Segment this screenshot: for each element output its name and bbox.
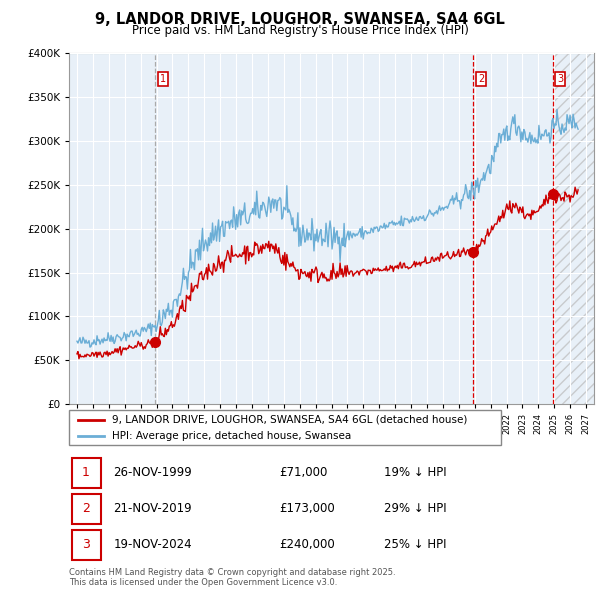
Text: £71,000: £71,000	[279, 466, 328, 479]
Bar	[553, 53, 594, 404]
FancyBboxPatch shape	[69, 410, 501, 445]
Text: HPI: Average price, detached house, Swansea: HPI: Average price, detached house, Swan…	[112, 431, 352, 441]
Text: Price paid vs. HM Land Registry's House Price Index (HPI): Price paid vs. HM Land Registry's House …	[131, 24, 469, 37]
Text: £173,000: £173,000	[279, 502, 335, 516]
Text: 19-NOV-2024: 19-NOV-2024	[113, 539, 192, 552]
Text: £240,000: £240,000	[279, 539, 335, 552]
Text: 2: 2	[478, 74, 484, 84]
Text: 3: 3	[82, 539, 90, 552]
Text: 9, LANDOR DRIVE, LOUGHOR, SWANSEA, SA4 6GL (detached house): 9, LANDOR DRIVE, LOUGHOR, SWANSEA, SA4 6…	[112, 415, 467, 425]
Text: 26-NOV-1999: 26-NOV-1999	[113, 466, 193, 479]
Text: 19% ↓ HPI: 19% ↓ HPI	[384, 466, 446, 479]
FancyBboxPatch shape	[71, 530, 101, 560]
Text: 25% ↓ HPI: 25% ↓ HPI	[384, 539, 446, 552]
FancyBboxPatch shape	[71, 494, 101, 523]
Bar	[553, 53, 594, 404]
Text: 3: 3	[557, 74, 563, 84]
Text: 1: 1	[82, 466, 90, 479]
Text: 9, LANDOR DRIVE, LOUGHOR, SWANSEA, SA4 6GL: 9, LANDOR DRIVE, LOUGHOR, SWANSEA, SA4 6…	[95, 12, 505, 27]
Text: 2: 2	[82, 502, 90, 516]
Text: 1: 1	[160, 74, 166, 84]
FancyBboxPatch shape	[71, 458, 101, 487]
Text: 21-NOV-2019: 21-NOV-2019	[113, 502, 192, 516]
Text: 29% ↓ HPI: 29% ↓ HPI	[384, 502, 446, 516]
Text: Contains HM Land Registry data © Crown copyright and database right 2025.
This d: Contains HM Land Registry data © Crown c…	[69, 568, 395, 587]
